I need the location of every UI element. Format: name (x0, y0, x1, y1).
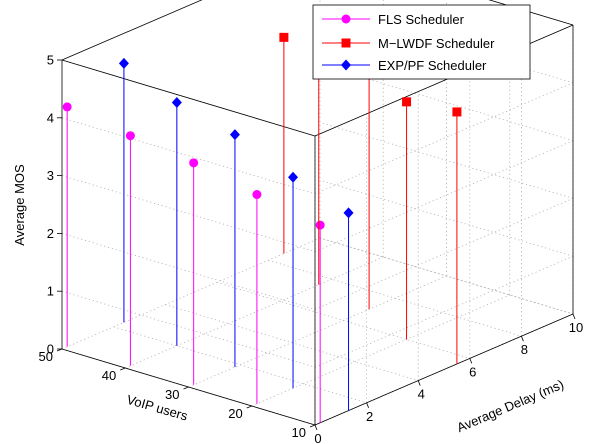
x-tick-mark (120, 367, 126, 371)
data-point-diamond (118, 57, 129, 69)
y-tick-mark (366, 402, 369, 408)
grid-line-floor (61, 237, 321, 350)
data-point-diamond (171, 96, 182, 108)
z-tick-label: 0 (47, 342, 54, 357)
legend-item-mlwdf: M−LWDF Scheduler (322, 36, 495, 51)
grid-line-floor (251, 294, 510, 407)
grid-line-floor (268, 259, 522, 337)
grid-line-floor (188, 275, 447, 388)
y-tick-label: 0 (314, 431, 321, 444)
x-tick-label: 30 (165, 387, 179, 402)
y-tick-mark (572, 313, 576, 320)
legend-item-exppf: EXP/PF Scheduler (322, 58, 487, 73)
data-point-circle (315, 220, 325, 230)
axis-edge (488, 0, 574, 26)
legend-marker-circle (341, 14, 351, 24)
y-tick-label: 2 (366, 409, 373, 424)
y-axis-label: Average Delay (ms) (455, 377, 566, 436)
data-point-square (279, 32, 289, 42)
grid-line-floor (113, 326, 367, 404)
data-point-square (402, 97, 412, 107)
y-tick-label: 8 (521, 342, 528, 357)
data-point-diamond (288, 171, 299, 183)
grid-line-side-wall (61, 290, 316, 368)
grid-line-floor (165, 304, 419, 381)
grid-line-side-wall (314, 140, 574, 252)
x-tick-label: 50 (39, 349, 53, 364)
x-tick-label: 40 (102, 368, 116, 383)
data-point-circle (125, 131, 135, 141)
legend-label-mlwdf: M−LWDF Scheduler (378, 36, 495, 51)
data-point-diamond (343, 207, 354, 219)
data-point-square (452, 107, 462, 117)
grid-line-side-wall (61, 233, 316, 310)
y-tick-mark (417, 380, 421, 386)
legend-marker-square (341, 38, 351, 48)
grid-line-floor (125, 256, 384, 369)
data-point-circle (62, 102, 72, 112)
z-tick-label: 1 (47, 284, 54, 299)
x-tick-label: 20 (228, 406, 242, 421)
y-tick-mark (469, 358, 473, 364)
x-tick-mark (183, 386, 189, 390)
grid-line-side-wall (314, 198, 574, 310)
legend-marker-diamond (341, 59, 351, 71)
axes-box (56, 0, 576, 431)
grid-line-back-wall (319, 179, 574, 257)
y-tick-mark (314, 424, 318, 431)
data-point-circle (252, 190, 262, 200)
legend-label-exppf: EXP/PF Scheduler (378, 58, 487, 73)
x-tick-mark (246, 405, 252, 409)
data-point-circle (189, 158, 199, 168)
y-tick-label: 4 (418, 387, 425, 402)
grid-line-back-wall (319, 237, 574, 315)
grid-line-back-wall (319, 122, 574, 199)
grid-line-floor (216, 282, 470, 359)
y-tick-label: 6 (469, 364, 476, 379)
z-tick-label: 4 (47, 110, 54, 125)
y-tick-mark (521, 336, 524, 342)
axis-edge (61, 59, 316, 137)
z-tick-label: 5 (47, 53, 54, 68)
axis-edge (314, 313, 574, 426)
legend-item-fls: FLS Scheduler (322, 12, 465, 27)
data-point-diamond (229, 129, 240, 141)
grid-line-side-wall (61, 117, 316, 195)
grid-line-side-wall (314, 255, 574, 368)
z-tick-label: 2 (47, 226, 54, 241)
axis-edge (61, 0, 203, 61)
z-tick-label: 3 (47, 168, 54, 183)
x-tick-mark (309, 424, 316, 428)
grid-line-side-wall (314, 82, 574, 195)
grid-line-side-wall (61, 175, 316, 252)
data-stems (62, 22, 462, 423)
legend-label-fls: FLS Scheduler (378, 12, 465, 27)
z-axis-label: Average MOS (12, 164, 27, 246)
legend: FLS Scheduler M−LWDF Scheduler EXP/PF Sc… (312, 4, 531, 80)
x-tick-label: 10 (292, 425, 306, 440)
x-axis-label: VoIP users (125, 392, 190, 424)
y-tick-label: 10 (569, 320, 583, 335)
